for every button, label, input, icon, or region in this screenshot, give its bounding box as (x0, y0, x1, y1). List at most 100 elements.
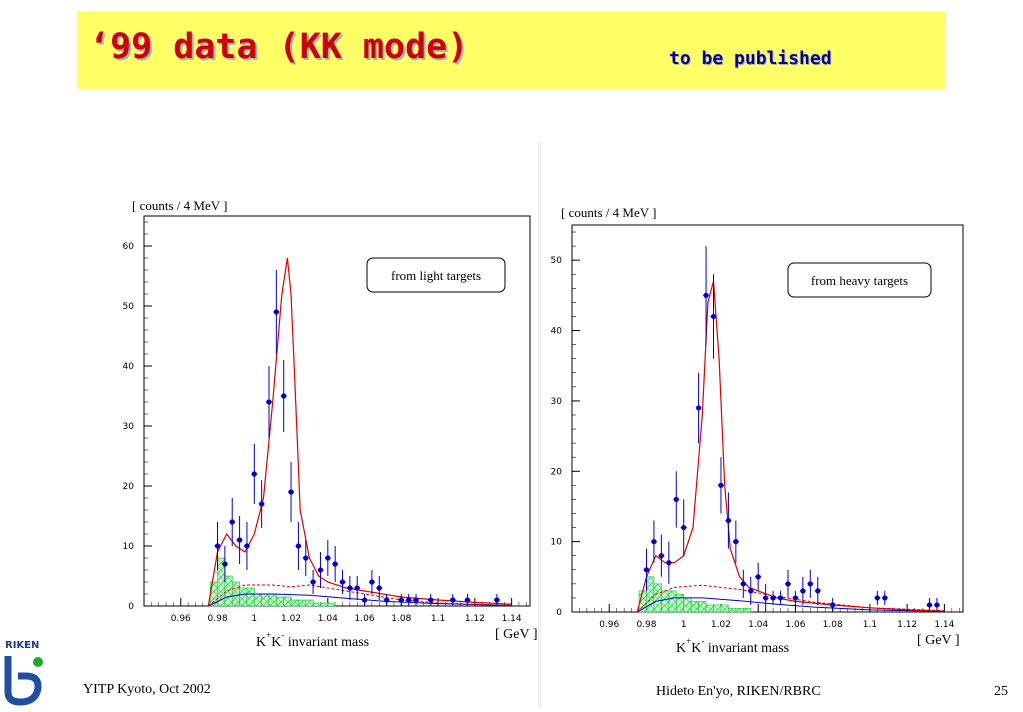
data-point (800, 588, 806, 594)
data-point (317, 567, 324, 573)
data-point (413, 597, 419, 603)
data-point (718, 482, 724, 488)
background-hist-bin (713, 604, 722, 613)
data-point (295, 543, 301, 549)
data-point (874, 595, 880, 601)
x-label-plus: + (686, 636, 691, 646)
x-tick-label: 1.1 (863, 620, 877, 630)
data-point (332, 561, 338, 567)
y-tick-label: 50 (123, 302, 135, 312)
background-hist-bin (742, 608, 752, 613)
background-hist-bin (728, 608, 737, 613)
background-hist-bin (683, 597, 692, 613)
data-point (354, 585, 360, 591)
data-point (266, 399, 272, 405)
data-point (725, 517, 731, 524)
data-point (807, 581, 813, 587)
x-tick-label: 1.08 (823, 620, 843, 630)
background-hist-bin (720, 604, 729, 613)
x-axis-label: K+K- invariant mass (676, 636, 789, 656)
y-tick-label: 20 (551, 467, 563, 477)
x-label-k2: K (691, 641, 701, 656)
x-tick-label: 1.06 (785, 620, 805, 630)
x-tick-label: 1.12 (465, 614, 485, 624)
data-point (288, 489, 294, 495)
data-point (339, 579, 346, 585)
x-tick-label: 1.08 (391, 614, 411, 624)
x-tick-label: 1.12 (897, 620, 917, 630)
background-hist-bin (246, 587, 255, 607)
title-bar: ‘99 data (KK mode) to be published (77, 11, 946, 89)
data-point (384, 597, 390, 603)
background-hist-bin (668, 590, 677, 613)
annotation-label: from heavy targets (811, 273, 908, 288)
x-label-rest: invariant mass (284, 635, 369, 650)
x-label-plus: + (266, 630, 271, 640)
x-tick-label: 1.1 (431, 614, 445, 624)
data-point (703, 292, 709, 298)
background-hist-bin (298, 599, 307, 607)
data-point (696, 405, 702, 411)
logo-dot-icon (33, 657, 43, 667)
data-point (303, 555, 309, 561)
background-hist-bin (283, 596, 292, 607)
y-tick-label: 10 (551, 538, 563, 548)
data-point (376, 585, 382, 591)
background-hist-bin (705, 604, 714, 613)
data-point (748, 588, 754, 594)
background-hist-bin (320, 602, 329, 607)
y-axis-label: [ counts / 4 MeV ] (561, 205, 656, 220)
background-hist-bin (653, 583, 662, 613)
background-hist-bin (675, 594, 685, 613)
fit-curve (636, 281, 945, 613)
background-hist-bin (276, 596, 284, 607)
logo-text: RIKEN (5, 640, 39, 651)
x-label-minus: - (701, 636, 704, 646)
data-point (325, 555, 331, 561)
slide-title: ‘99 data (KK mode) (89, 27, 469, 67)
data-point (777, 595, 784, 601)
data-point (251, 471, 257, 477)
data-point (651, 539, 657, 545)
y-tick-label: 50 (551, 256, 563, 266)
logo-mark-icon (4, 656, 42, 706)
data-point (244, 543, 250, 549)
background-hist-bin (661, 590, 670, 613)
data-point (673, 496, 679, 503)
y-tick-label: 20 (123, 482, 135, 492)
data-point (222, 561, 228, 567)
background-hist-bin (646, 576, 655, 613)
data-point (214, 543, 221, 549)
background-hist-bin (290, 599, 299, 607)
background-hist-bin (305, 599, 314, 607)
data-point (658, 553, 664, 559)
x-label-k: K (256, 635, 266, 650)
data-point (926, 602, 933, 608)
page-number: 25 (994, 684, 1008, 699)
x-axis-label: K+K- invariant mass (256, 630, 369, 650)
background-hist-bin (231, 581, 240, 607)
background-hist-bin (239, 587, 248, 607)
background-curve (636, 597, 945, 613)
data-point (815, 588, 821, 594)
annotation-box (366, 257, 506, 293)
data-point (643, 567, 650, 573)
data-point (733, 539, 739, 545)
x-label-rest: invariant mass (704, 641, 789, 656)
data-point (450, 597, 456, 603)
data-point (273, 309, 279, 315)
data-point (934, 602, 940, 608)
x-tick-label: 1.02 (711, 620, 731, 630)
data-point (464, 597, 471, 603)
y-tick-label: 10 (123, 542, 135, 552)
data-point (830, 602, 836, 608)
data-point (229, 519, 235, 525)
y-tick-label: 40 (551, 327, 563, 337)
data-point (740, 581, 746, 587)
plot-panel-right: 0 10 20 30 40 50 0.96 0.98 1 1.02 1.04 1.06 1.08 1.1 1… (540, 142, 1023, 708)
data-point (666, 560, 672, 566)
data-point (763, 595, 769, 601)
riken-logo: RIKEN (4, 640, 43, 706)
data-point (710, 313, 717, 320)
x-tick-label: 0.98 (208, 614, 228, 624)
